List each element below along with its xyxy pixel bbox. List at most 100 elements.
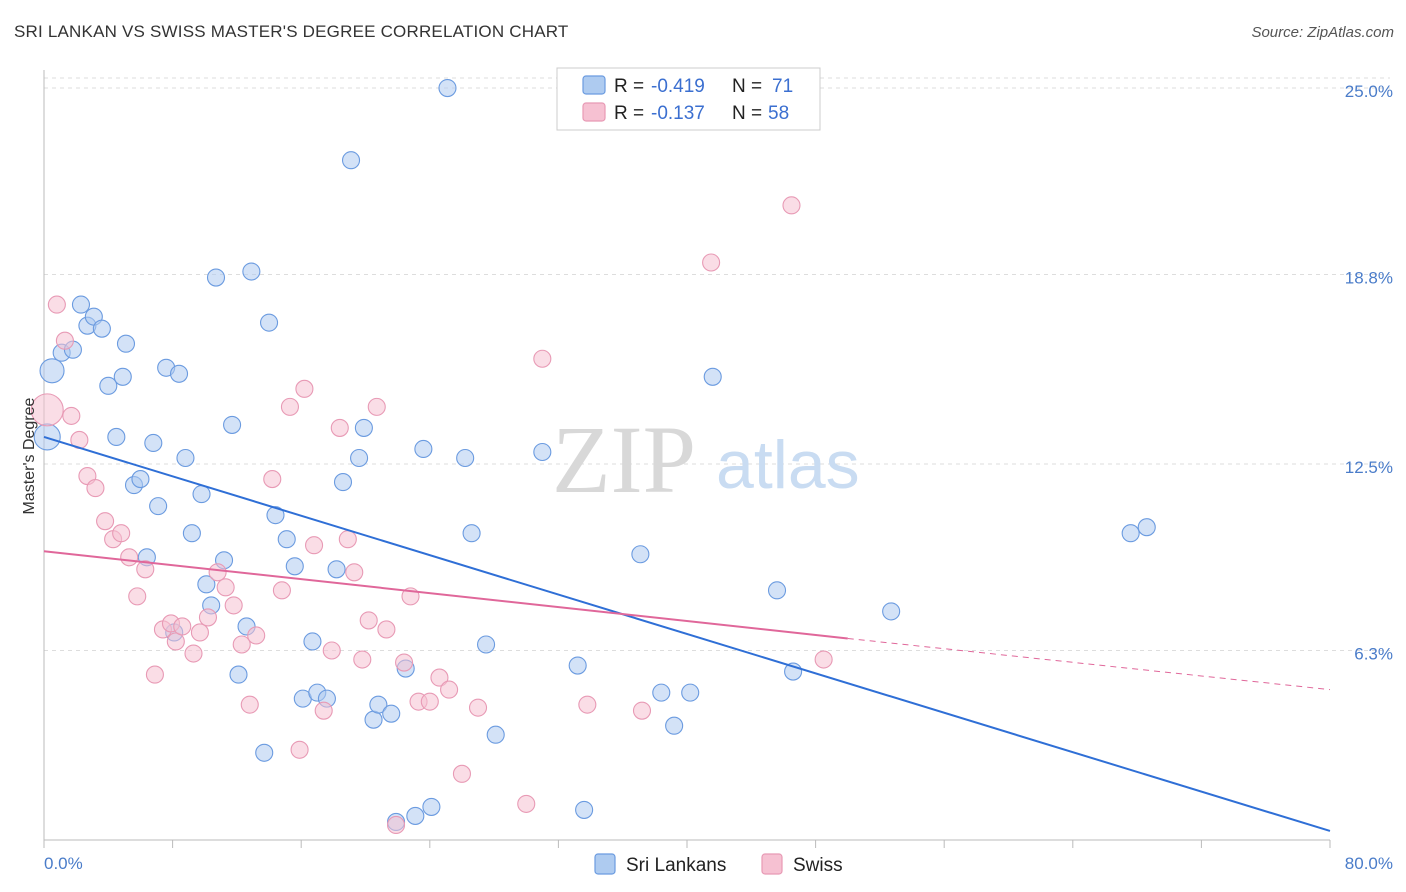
point-swiss-20 <box>198 608 218 627</box>
point-sri-lankans-34 <box>277 530 296 549</box>
point-swiss-27 <box>263 470 282 489</box>
point-swiss-12 <box>136 560 155 579</box>
trend-layer <box>43 435 1331 832</box>
point-swiss-1 <box>47 295 66 314</box>
point-sri-lankans-8 <box>99 376 118 395</box>
point-swiss-52 <box>533 349 552 368</box>
point-swiss-18 <box>184 644 203 663</box>
point-sri-lankans-70 <box>1137 518 1156 537</box>
point-sri-lankans-53 <box>438 78 457 98</box>
point-swiss-56 <box>782 196 801 215</box>
point-sri-lankans-10 <box>113 367 132 386</box>
point-sri-lankans-31 <box>255 743 274 762</box>
bottom-legend-sri-lankans: Sri Lankans <box>626 855 726 876</box>
chart-title: SRI LANKAN VS SWISS MASTER'S DEGREE CORR… <box>14 22 569 41</box>
point-sri-lankans-37 <box>303 632 322 651</box>
point-sri-lankans-19 <box>169 364 189 383</box>
point-sri-lankans-25 <box>206 268 226 287</box>
chart-source: Source: ZipAtlas.com <box>1251 24 1394 41</box>
point-sri-lankans-54 <box>456 448 475 468</box>
trend-line-swiss-extension <box>847 637 1331 691</box>
point-swiss-47 <box>430 668 449 687</box>
bottom-legend-swatch-sri-lankans <box>594 853 616 875</box>
point-swiss-37 <box>345 563 364 582</box>
y-tick-label-2: 18.8% <box>1345 269 1393 288</box>
point-sri-lankans-57 <box>486 725 505 744</box>
y-tick-label-1: 12.5% <box>1345 458 1393 477</box>
point-sri-lankans-43 <box>350 448 369 468</box>
y-axis-label: Master's Degree <box>21 397 38 514</box>
point-swiss-49 <box>452 764 472 783</box>
point-sri-lankans-9 <box>107 427 126 447</box>
point-sri-lankans-68 <box>882 602 901 621</box>
point-sri-lankans-7 <box>92 319 111 338</box>
point-swiss-57 <box>814 650 833 669</box>
point-swiss-30 <box>290 740 309 759</box>
point-swiss-11 <box>128 587 147 606</box>
point-swiss-2 <box>55 331 74 350</box>
point-sri-lankans-60 <box>575 800 594 819</box>
watermark: ZIP atlas <box>552 406 860 513</box>
legend-r-label-0: R = <box>614 76 644 97</box>
point-swiss-33 <box>314 701 333 720</box>
grid-layer <box>44 77 1390 652</box>
point-swiss-9 <box>112 524 131 543</box>
point-sri-lankans-33 <box>266 506 285 525</box>
point-sri-lankans-13 <box>131 470 150 489</box>
point-sri-lankans-30 <box>242 262 261 281</box>
point-swiss-31 <box>295 379 314 398</box>
axis-layer <box>43 70 1331 848</box>
legend-swatch-sri-lankans <box>582 75 606 95</box>
point-swiss-38 <box>353 650 372 669</box>
point-sri-lankans-27 <box>223 415 242 434</box>
point-sri-lankans-64 <box>681 683 700 702</box>
point-swiss-50 <box>468 698 488 717</box>
point-swiss-16 <box>166 632 185 651</box>
legend-swatch-swiss <box>582 102 606 122</box>
point-sri-lankans-51 <box>414 439 433 459</box>
point-swiss-10 <box>120 548 139 567</box>
bottom-legend-swiss: Swiss <box>793 855 843 876</box>
point-sri-lankans-28 <box>229 665 248 684</box>
point-sri-lankans-56 <box>477 635 496 654</box>
point-sri-lankans-41 <box>333 473 353 492</box>
point-swiss-36 <box>338 530 357 549</box>
point-sri-lankans-11 <box>116 334 136 353</box>
point-swiss-13 <box>145 665 164 684</box>
x-tick-label-1: 80.0% <box>1345 854 1393 873</box>
point-swiss-43 <box>395 653 414 672</box>
point-swiss-41 <box>377 620 396 639</box>
point-sri-lankans-42 <box>341 151 361 170</box>
point-sri-lankans-47 <box>382 704 401 723</box>
point-sri-lankans-62 <box>652 683 671 702</box>
point-sri-lankans-55 <box>462 524 481 543</box>
point-sri-lankans-66 <box>767 581 787 600</box>
point-sri-lankans-45 <box>364 710 383 729</box>
point-swiss-32 <box>305 536 324 555</box>
point-swiss-29 <box>280 397 299 416</box>
point-sri-lankans-65 <box>703 367 722 386</box>
point-swiss-39 <box>359 611 378 630</box>
legend: R = -0.419 N = 71 R = -0.137 N = 58 <box>556 67 821 131</box>
watermark-zip: ZIP <box>552 406 696 513</box>
point-swiss-22 <box>216 578 235 597</box>
legend-r-value-1: -0.137 <box>651 103 705 124</box>
point-sri-lankans-44 <box>354 418 373 437</box>
point-swiss-54 <box>632 701 652 720</box>
point-sri-lankans-20 <box>176 448 195 468</box>
point-swiss-3 <box>62 406 81 425</box>
points-layer <box>30 78 1156 835</box>
point-sri-lankans-1 <box>39 358 65 384</box>
point-swiss-28 <box>272 581 291 600</box>
point-sri-lankans-22 <box>192 485 211 504</box>
point-swiss-46 <box>420 692 439 711</box>
trend-line-sri-lankans <box>43 435 1331 832</box>
point-sri-lankans-40 <box>327 560 346 579</box>
point-swiss-42 <box>386 815 406 835</box>
point-swiss-35 <box>330 418 349 437</box>
x-tick-label-0: 0.0% <box>44 854 83 873</box>
point-sri-lankans-63 <box>665 716 684 735</box>
point-swiss-48 <box>440 680 459 699</box>
legend-n-label-0: N = <box>732 76 762 97</box>
